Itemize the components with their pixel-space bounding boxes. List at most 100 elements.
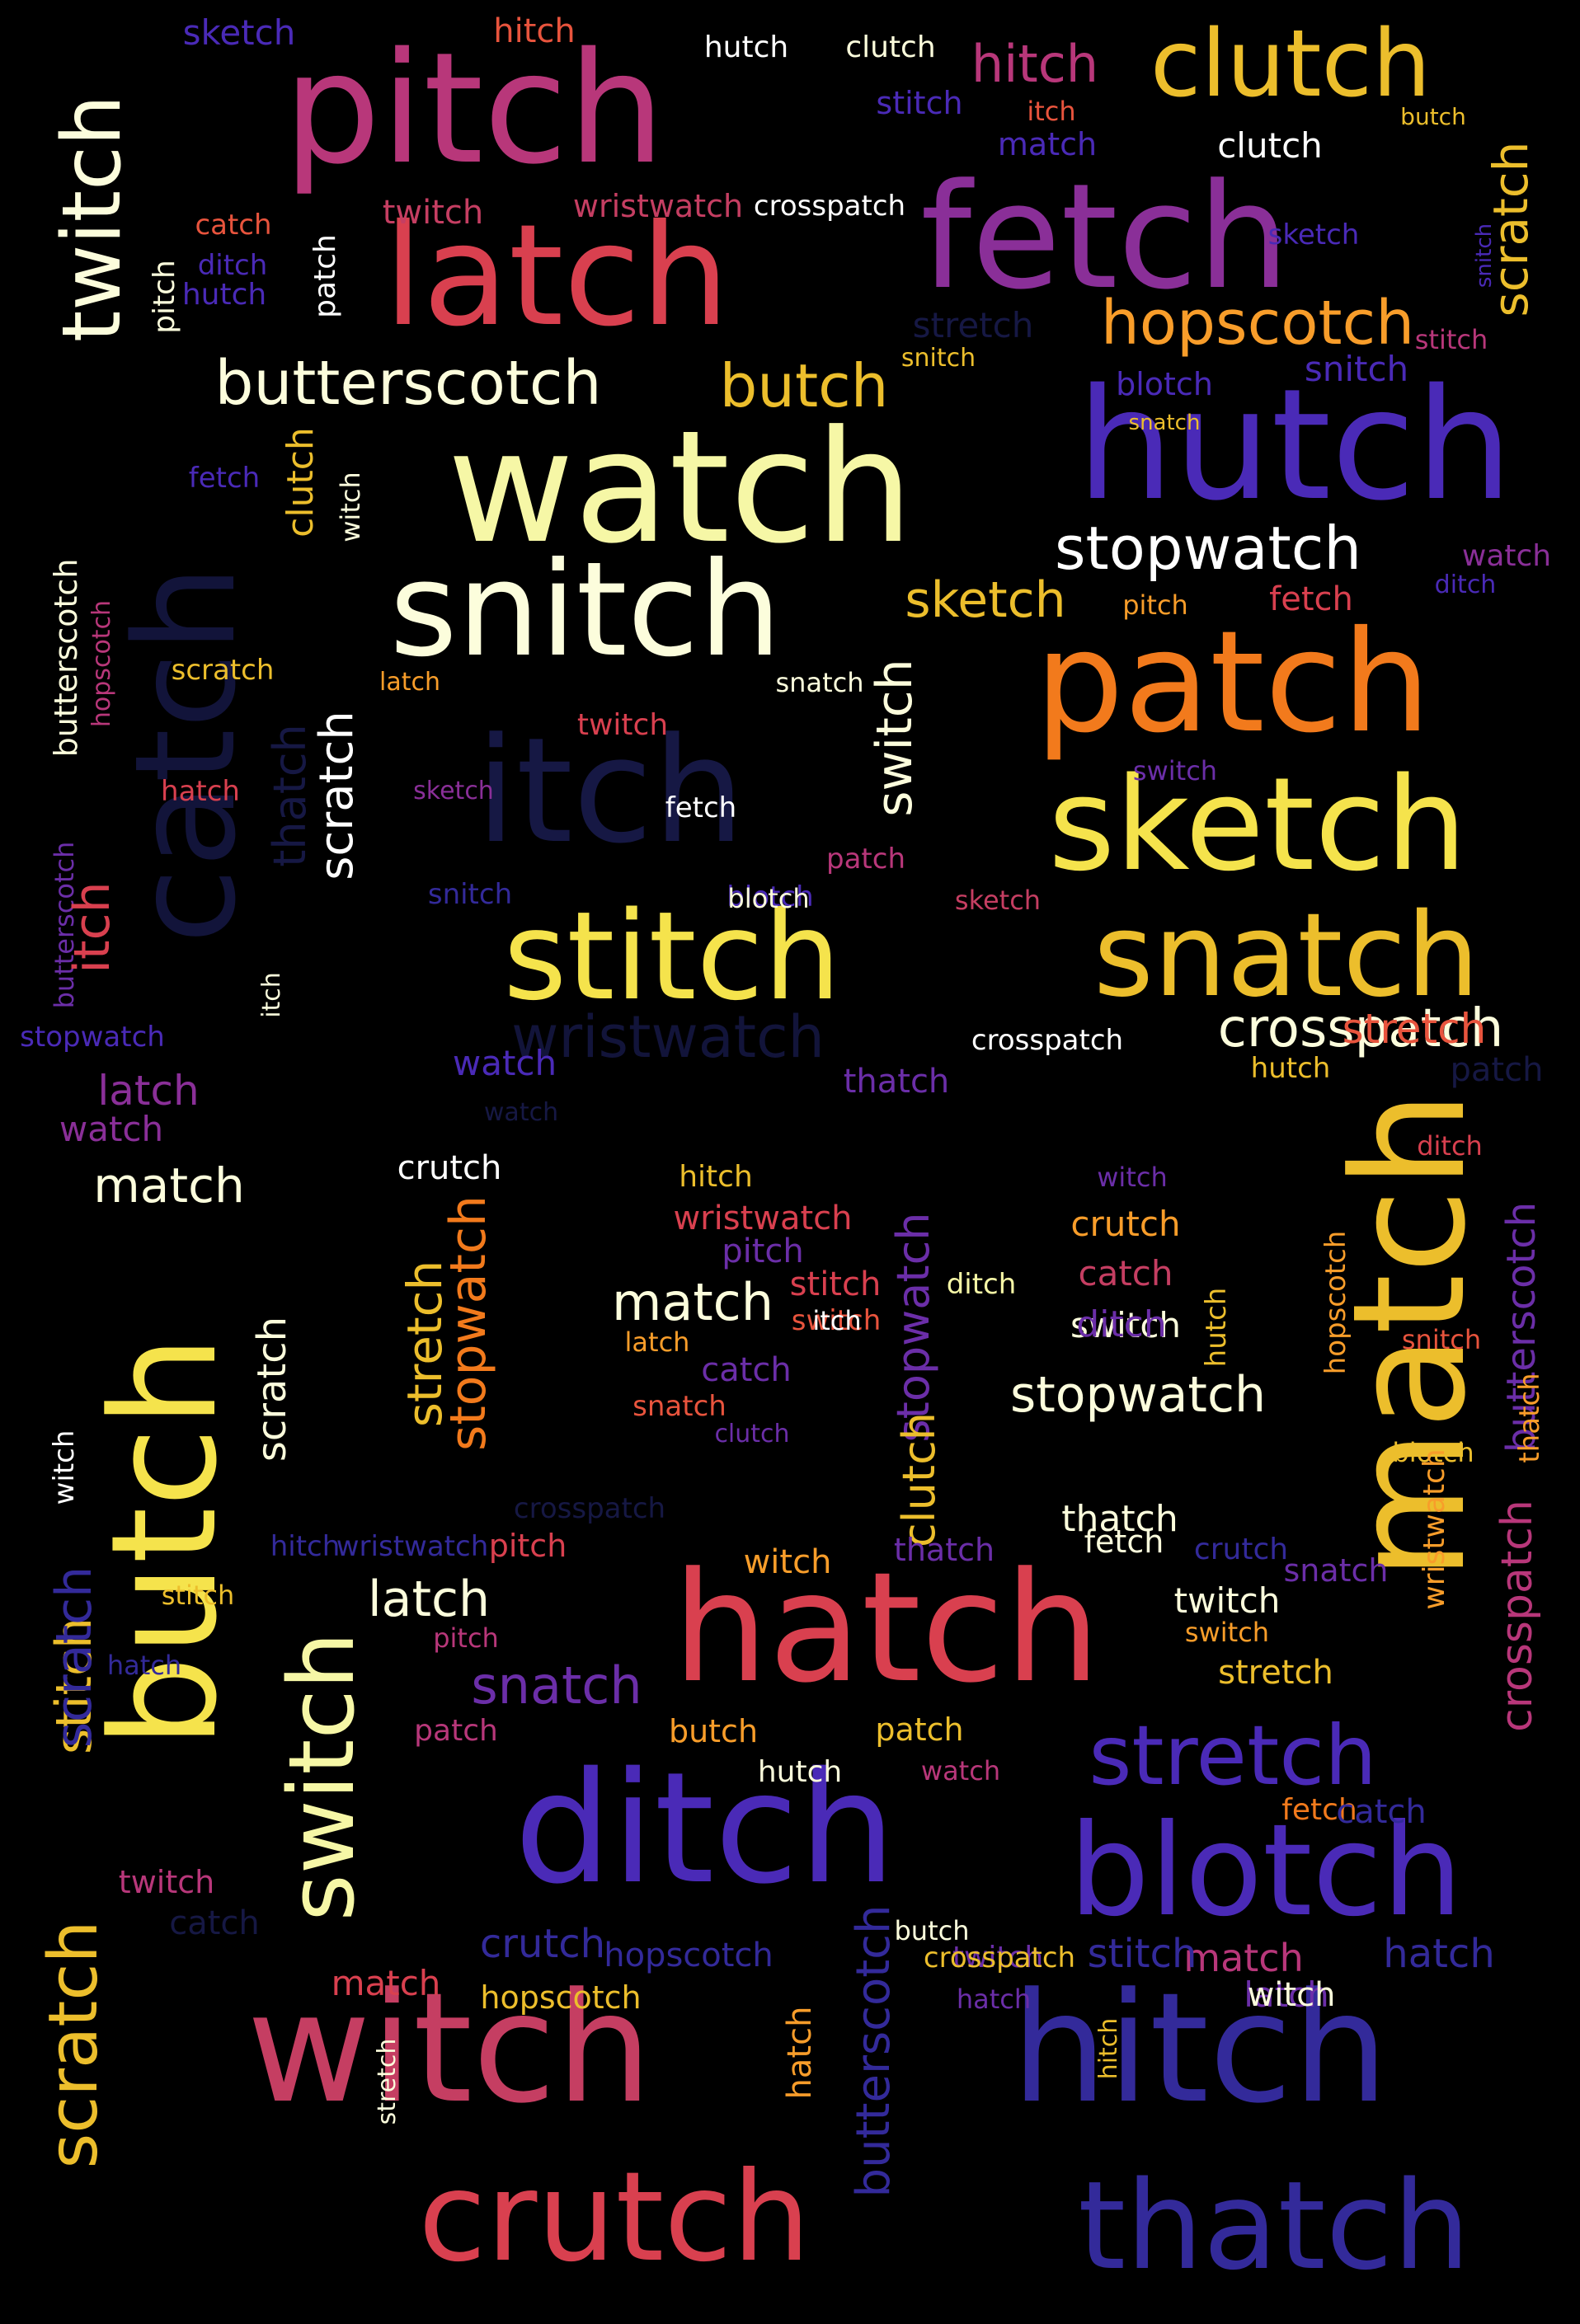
- cloud-word: sketch: [413, 777, 494, 805]
- cloud-word: witch: [247, 1960, 652, 2137]
- cloud-word: snitch: [427, 878, 513, 911]
- cloud-word: ditch: [514, 1739, 896, 1918]
- cloud-word: crutch: [418, 2146, 811, 2289]
- cloud-word: thatch: [1078, 2155, 1470, 2297]
- cloud-word: twitch: [576, 708, 669, 742]
- cloud-word: crutch: [1070, 1204, 1181, 1244]
- cloud-word: witch: [48, 1430, 81, 1505]
- cloud-word: match: [1183, 1936, 1304, 1980]
- cloud-word: hitch: [1094, 2017, 1123, 2080]
- cloud-word: witch: [335, 472, 366, 542]
- cloud-word: latch: [379, 668, 440, 697]
- cloud-word: crosspatch: [971, 1024, 1124, 1057]
- cloud-word: clutch: [845, 31, 936, 64]
- cloud-word: hitch: [679, 1160, 753, 1194]
- cloud-word: fetch: [1281, 1793, 1357, 1827]
- cloud-word: pitch: [283, 19, 665, 198]
- cloud-word: catch: [105, 564, 266, 945]
- cloud-word: hutch: [181, 278, 267, 312]
- cloud-word: stopwatch: [440, 1195, 497, 1451]
- cloud-word: hitch: [1011, 1960, 1389, 2137]
- cloud-word: match: [331, 1963, 441, 2003]
- cloud-word: snitch: [1472, 223, 1497, 289]
- cloud-word: hatch: [956, 1984, 1032, 2015]
- cloud-word: crosspatch: [753, 190, 906, 223]
- cloud-word: twitch: [1173, 1580, 1281, 1621]
- cloud-word: catch: [1078, 1253, 1173, 1293]
- cloud-word: sketch: [182, 12, 296, 53]
- cloud-word: stopwatch: [1055, 514, 1361, 583]
- cloud-word: patch: [875, 1711, 964, 1748]
- cloud-word: switch: [866, 659, 924, 817]
- cloud-word: sketch: [1267, 218, 1360, 251]
- cloud-word: wristwatch: [673, 1200, 853, 1237]
- cloud-word: sketch: [1048, 749, 1467, 899]
- cloud-word: crosspatch: [1217, 998, 1504, 1059]
- cloud-word: fetch: [1269, 580, 1353, 618]
- cloud-word: clutch: [1217, 125, 1323, 166]
- cloud-word: scratch: [171, 654, 275, 687]
- cloud-word: wristwatch: [336, 1530, 489, 1563]
- cloud-word: clutch: [893, 1411, 945, 1548]
- cloud-word: stitch: [1414, 324, 1488, 355]
- cloud-word: hitch: [493, 12, 576, 50]
- cloud-word: catch: [1336, 1793, 1427, 1831]
- cloud-word: hitch: [971, 34, 1099, 94]
- cloud-word: pitch: [488, 1528, 567, 1564]
- cloud-word: pitch: [433, 1622, 499, 1654]
- cloud-word: watch: [920, 1755, 1001, 1786]
- cloud-word: blotch: [727, 883, 810, 914]
- cloud-word: stretch: [1089, 1707, 1377, 1804]
- cloud-word: crosspatch: [1493, 1500, 1542, 1732]
- cloud-word: stretch: [1342, 1005, 1487, 1053]
- cloud-word: fetch: [1084, 1524, 1164, 1560]
- cloud-word: ditch: [946, 1268, 1017, 1301]
- cloud-word: sketch: [905, 571, 1066, 629]
- cloud-word: switch: [791, 1304, 882, 1337]
- cloud-word: ditch: [1434, 570, 1497, 599]
- cloud-word: ditch: [1076, 1303, 1167, 1345]
- cloud-word: hutch: [1076, 355, 1513, 534]
- cloud-word: blotch: [1069, 1797, 1463, 1945]
- cloud-word: wristwatch: [1418, 1448, 1451, 1610]
- cloud-word: switch: [1132, 755, 1218, 786]
- cloud-word: stitch: [503, 885, 841, 1027]
- cloud-word: snatch: [471, 1655, 642, 1716]
- cloud-word: switch: [1184, 1617, 1270, 1648]
- cloud-word: snitch: [901, 344, 976, 373]
- cloud-word: match: [997, 126, 1098, 162]
- cloud-word: stretch: [1218, 1654, 1333, 1692]
- cloud-word: stretch: [912, 305, 1034, 345]
- cloud-word: wristwatch: [572, 188, 744, 224]
- cloud-word: switch: [269, 1631, 374, 1922]
- cloud-word: stopwatch: [1010, 1366, 1266, 1424]
- cloud-word: latch: [368, 1570, 490, 1628]
- cloud-word: crosspatch: [513, 1492, 666, 1525]
- cloud-word: itch: [812, 1305, 862, 1336]
- cloud-word: witch: [743, 1543, 832, 1581]
- cloud-word: snitch: [389, 534, 782, 686]
- cloud-word: watch: [447, 397, 914, 578]
- cloud-word: hatch: [1383, 1931, 1495, 1977]
- cloud-word: pitch: [722, 1232, 804, 1270]
- cloud-word: thatch: [843, 1063, 950, 1101]
- cloud-word: twitch: [382, 194, 484, 232]
- cloud-word: watch: [59, 1109, 164, 1149]
- cloud-word: pitch: [1122, 589, 1188, 621]
- cloud-word: itch: [1027, 96, 1076, 127]
- cloud-word: butterscotch: [48, 558, 84, 758]
- cloud-word: stitch: [876, 85, 963, 121]
- cloud-word: clutch: [714, 1420, 790, 1448]
- cloud-word: patch: [1035, 601, 1431, 764]
- cloud-word: hopscotch: [1100, 288, 1415, 359]
- cloud-word: crutch: [1193, 1533, 1289, 1566]
- cloud-word: butterscotch: [847, 1904, 901, 2198]
- cloud-word: switch: [1070, 1305, 1182, 1345]
- cloud-word: butch: [80, 1335, 249, 1749]
- cloud-word: snatch: [1283, 1552, 1389, 1589]
- cloud-word: twitch: [45, 94, 139, 343]
- cloud-word: stopwatch: [20, 1021, 165, 1054]
- cloud-word: scratch: [249, 1316, 295, 1462]
- cloud-word: witch: [1247, 1976, 1336, 2014]
